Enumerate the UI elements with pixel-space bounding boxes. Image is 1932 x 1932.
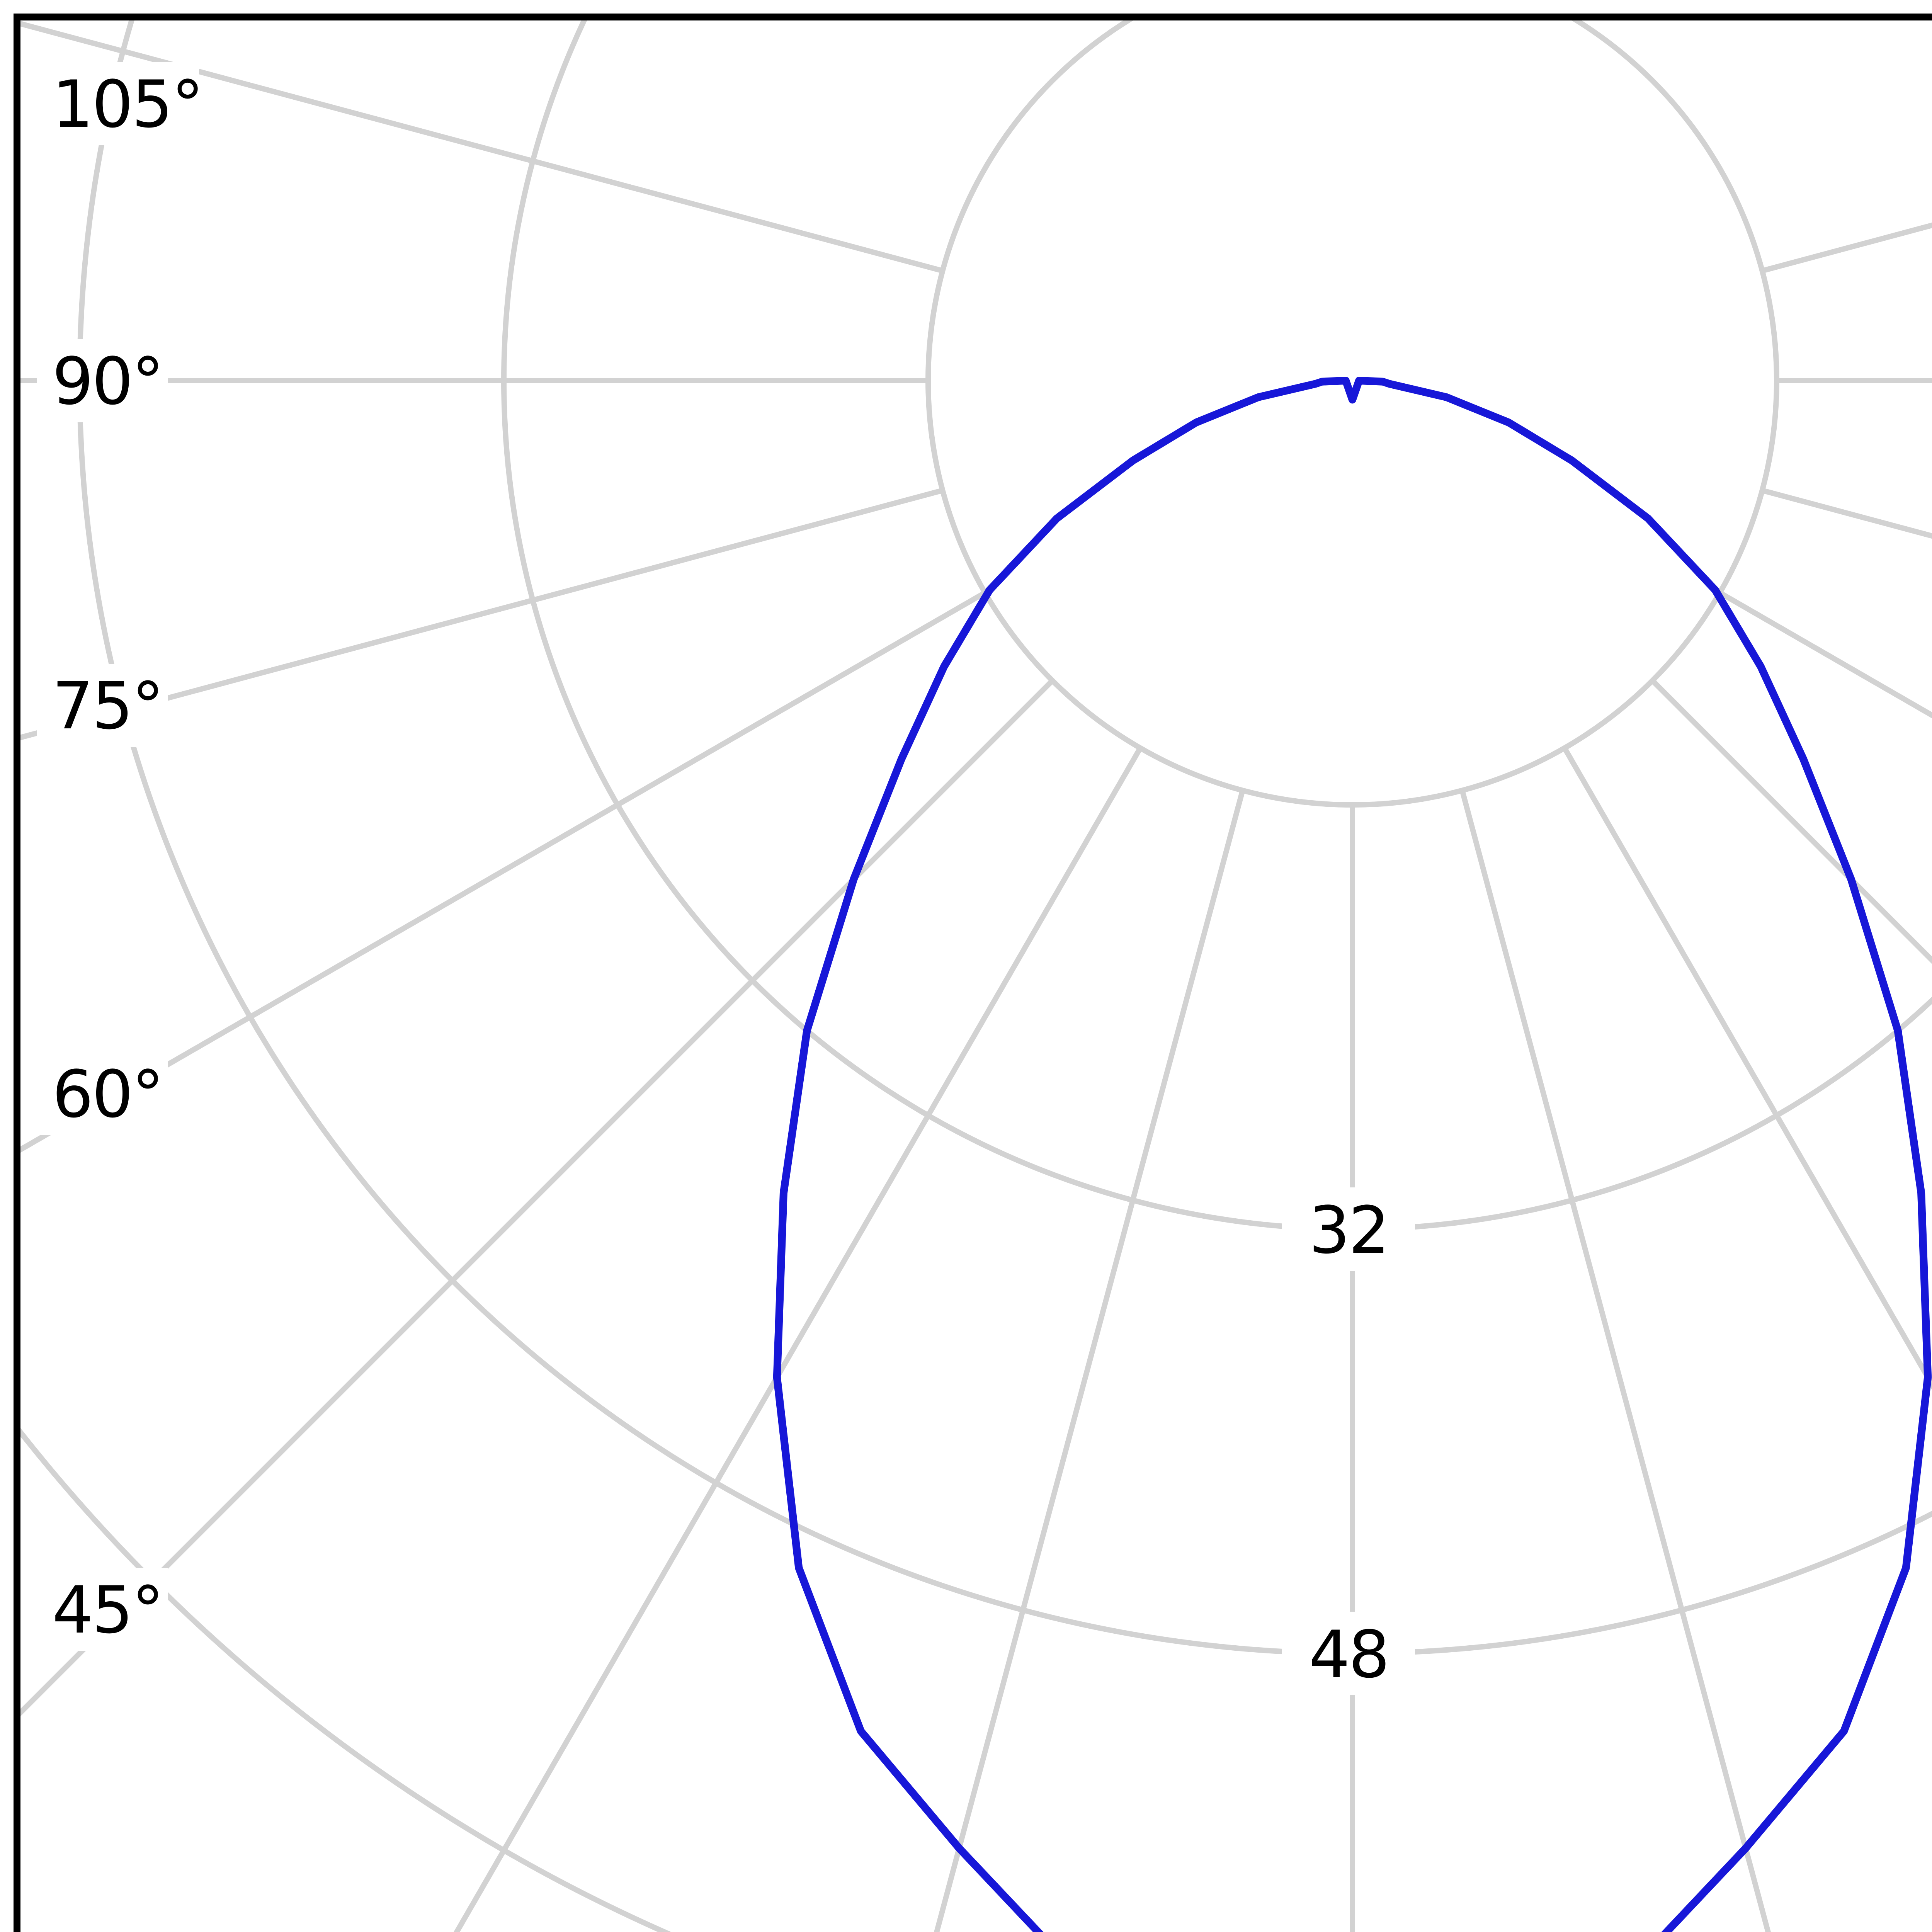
angle-label-left-60: 60° xyxy=(52,1056,163,1132)
radial-left-15 xyxy=(934,789,1245,1932)
radial-right-30 xyxy=(1562,747,1932,1390)
angle-label-left-105: 105° xyxy=(52,66,202,142)
ring-label-48: 48 xyxy=(1309,1617,1388,1692)
label-masks xyxy=(37,62,1415,1695)
ring-48 xyxy=(77,20,1932,1656)
angle-label-left-45: 45° xyxy=(52,1572,163,1648)
radial-left-60 xyxy=(20,590,986,1153)
radial-left-30 xyxy=(453,747,1143,1932)
c90-c270-curve xyxy=(773,377,1932,1932)
radial-right-45 xyxy=(1650,679,1932,964)
radial-left-105 xyxy=(20,21,944,274)
radial-left-75 xyxy=(20,488,944,740)
radial-right-15 xyxy=(1459,789,1771,1932)
angle-label-left-90: 90° xyxy=(52,344,163,419)
ring-label-32: 32 xyxy=(1309,1192,1388,1268)
plot-frame xyxy=(14,14,1932,1932)
ring-32 xyxy=(501,20,1932,1232)
angle-label-left-75: 75° xyxy=(52,668,163,744)
radial-left-45 xyxy=(20,679,1054,1716)
radial-right-105 xyxy=(1761,222,1932,274)
